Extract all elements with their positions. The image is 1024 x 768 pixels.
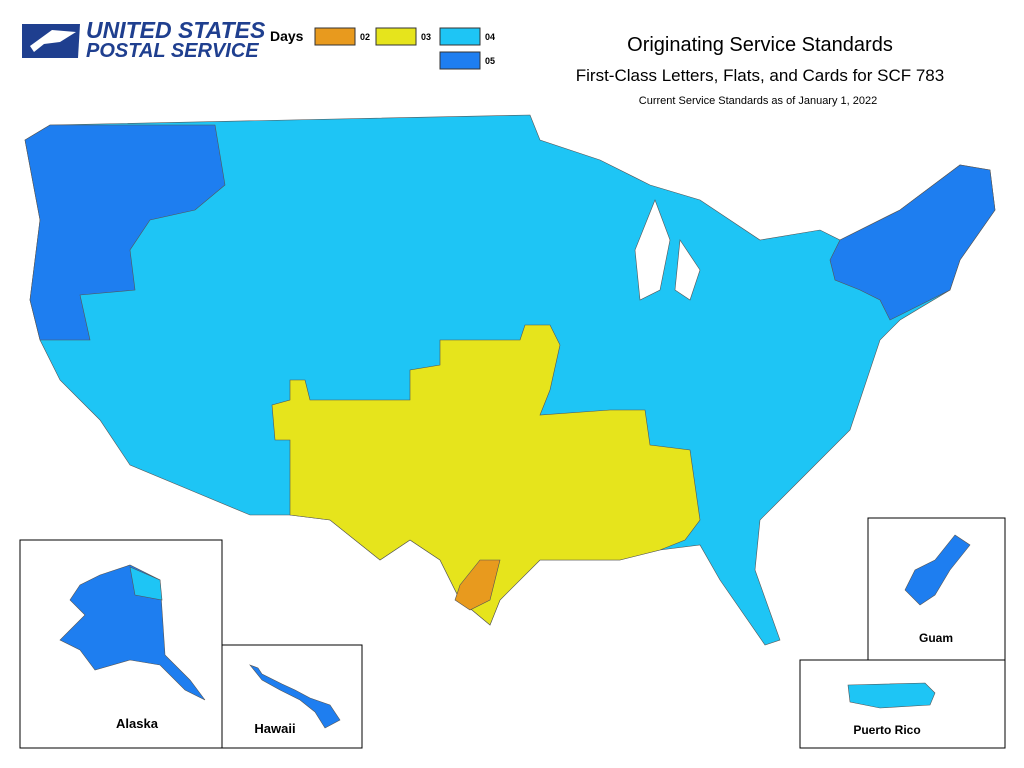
legend-swatch bbox=[375, 27, 417, 46]
legend-swatch bbox=[314, 27, 356, 46]
legend-swatch bbox=[439, 27, 481, 46]
inset-frame bbox=[221, 644, 363, 749]
alaska-shape bbox=[59, 564, 206, 701]
great-lakes bbox=[634, 199, 701, 301]
inset-label: Guam bbox=[919, 631, 953, 645]
inset-puerto-rico: Puerto Rico bbox=[799, 659, 1006, 749]
alaska-4-day bbox=[129, 566, 163, 601]
inset-label: Puerto Rico bbox=[853, 723, 920, 737]
legend: Days 02 03 04 05 bbox=[270, 27, 495, 70]
legend-label: 04 bbox=[485, 32, 495, 42]
logo-line2: POSTAL SERVICE bbox=[86, 40, 259, 62]
inset-label: Hawaii bbox=[254, 721, 295, 736]
legend-title: Days bbox=[270, 28, 304, 44]
legend-label: 02 bbox=[360, 32, 370, 42]
note: Current Service Standards as of January … bbox=[639, 95, 877, 107]
legend-label: 03 bbox=[421, 32, 431, 42]
title: Originating Service Standards bbox=[627, 34, 893, 56]
contiguous-us bbox=[24, 114, 996, 646]
hawaii-shape bbox=[249, 664, 341, 729]
guam-shape bbox=[904, 534, 971, 606]
inset-label: Alaska bbox=[116, 716, 159, 731]
subtitle: First-Class Letters, Flats, and Cards fo… bbox=[576, 66, 944, 85]
region-2-day bbox=[454, 559, 501, 611]
inset-hawaii: Hawaii bbox=[221, 644, 363, 749]
puerto-rico-shape bbox=[847, 682, 936, 709]
region-5-day-west bbox=[24, 124, 226, 341]
inset-guam: Guam bbox=[867, 517, 1006, 661]
legend-label: 05 bbox=[485, 56, 495, 66]
usps-logo: UNITED STATES POSTAL SERVICE bbox=[22, 17, 266, 62]
region-5-day-east bbox=[829, 164, 996, 321]
logo-line1: UNITED STATES bbox=[86, 17, 266, 43]
logo-eagle bbox=[30, 30, 76, 52]
region-3-day bbox=[271, 324, 701, 626]
inset-alaska: Alaska bbox=[19, 539, 223, 749]
legend-swatch bbox=[439, 51, 481, 70]
